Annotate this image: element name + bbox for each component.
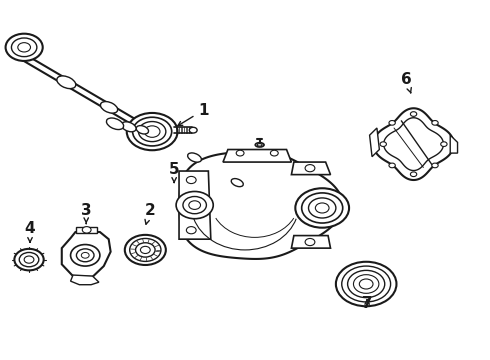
Circle shape <box>305 238 315 246</box>
Circle shape <box>342 266 391 302</box>
Circle shape <box>81 252 89 258</box>
Ellipse shape <box>136 126 148 134</box>
Circle shape <box>24 256 34 263</box>
Ellipse shape <box>106 118 123 130</box>
Circle shape <box>189 201 200 210</box>
Ellipse shape <box>257 144 262 146</box>
Circle shape <box>380 142 387 147</box>
Circle shape <box>432 163 438 168</box>
Ellipse shape <box>144 127 160 138</box>
Polygon shape <box>76 226 98 233</box>
Circle shape <box>302 193 343 223</box>
Polygon shape <box>369 128 379 157</box>
Polygon shape <box>373 108 454 180</box>
Circle shape <box>141 246 150 253</box>
Circle shape <box>295 188 349 228</box>
Circle shape <box>353 275 379 293</box>
Circle shape <box>270 150 278 156</box>
Polygon shape <box>179 171 211 239</box>
Ellipse shape <box>100 102 118 113</box>
Circle shape <box>145 126 160 137</box>
Polygon shape <box>71 275 99 285</box>
Circle shape <box>305 165 315 172</box>
Circle shape <box>82 226 91 233</box>
Circle shape <box>389 121 395 125</box>
Text: 3: 3 <box>81 203 92 224</box>
Ellipse shape <box>231 179 243 187</box>
Text: 4: 4 <box>24 221 35 242</box>
Circle shape <box>14 249 44 270</box>
Circle shape <box>183 197 206 214</box>
Circle shape <box>176 192 213 219</box>
Text: 6: 6 <box>401 72 412 93</box>
Circle shape <box>71 244 100 266</box>
Circle shape <box>359 279 373 289</box>
Polygon shape <box>179 151 343 259</box>
Circle shape <box>441 142 447 147</box>
Circle shape <box>11 38 37 57</box>
Circle shape <box>139 122 166 141</box>
Text: 1: 1 <box>178 103 209 126</box>
Circle shape <box>309 198 336 218</box>
Polygon shape <box>62 232 111 277</box>
Circle shape <box>19 252 39 267</box>
Polygon shape <box>223 149 292 162</box>
Circle shape <box>133 117 172 146</box>
Circle shape <box>189 127 197 133</box>
Circle shape <box>411 112 417 116</box>
Text: 2: 2 <box>145 203 155 224</box>
Circle shape <box>316 203 329 213</box>
Circle shape <box>136 243 155 257</box>
Circle shape <box>130 238 161 261</box>
Text: 7: 7 <box>362 296 372 311</box>
Circle shape <box>186 226 196 234</box>
Circle shape <box>236 150 244 156</box>
Ellipse shape <box>188 153 201 162</box>
Circle shape <box>347 270 385 298</box>
Polygon shape <box>384 118 443 171</box>
Circle shape <box>389 163 395 168</box>
Polygon shape <box>292 162 331 175</box>
Circle shape <box>186 176 196 184</box>
Circle shape <box>432 121 438 125</box>
Circle shape <box>18 42 30 52</box>
Circle shape <box>411 172 417 176</box>
Ellipse shape <box>57 76 76 89</box>
Circle shape <box>76 249 94 262</box>
Polygon shape <box>450 135 458 153</box>
Circle shape <box>5 34 43 61</box>
Circle shape <box>336 262 396 306</box>
Text: 5: 5 <box>169 162 179 183</box>
Circle shape <box>125 235 166 265</box>
Ellipse shape <box>255 143 264 147</box>
Ellipse shape <box>122 122 136 132</box>
Circle shape <box>127 113 177 150</box>
Polygon shape <box>292 235 331 248</box>
